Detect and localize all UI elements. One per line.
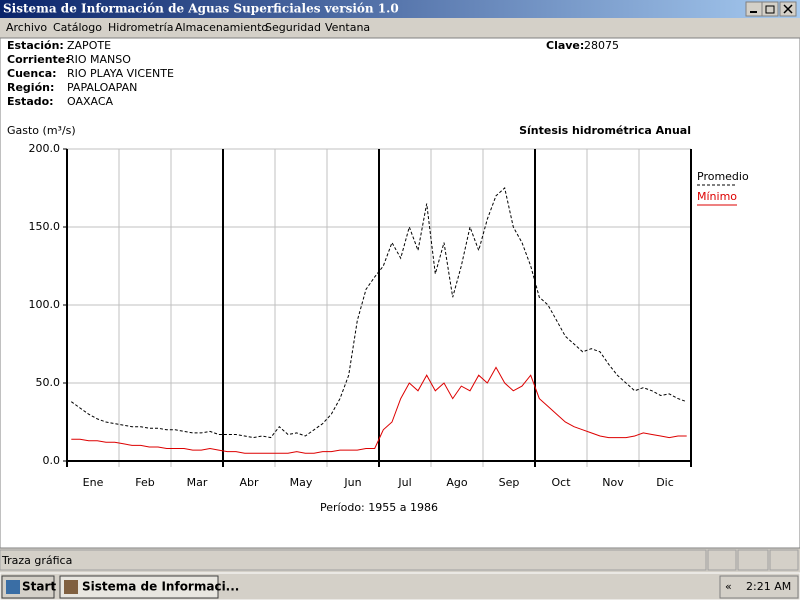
field-value: PAPALOAPAN (67, 81, 137, 94)
y-tick-label: 200.0 (29, 142, 61, 155)
y-axis-label: Gasto (m³/s) (7, 124, 76, 137)
menu-item[interactable]: Archivo (6, 21, 47, 34)
field-label: Cuenca: (7, 67, 57, 80)
x-tick-label: Ago (446, 476, 468, 489)
task-button[interactable] (59, 575, 219, 599)
field-value: OAXACA (67, 95, 114, 108)
menu-item[interactable]: Ventana (325, 21, 370, 34)
x-tick-label: Oct (551, 476, 571, 489)
menu-item[interactable]: Catálogo (53, 21, 102, 34)
series-line (71, 187, 687, 439)
x-tick-label: Feb (135, 476, 154, 489)
x-tick-label: Nov (602, 476, 624, 489)
window-title: Sistema de Información de Aguas Superfic… (3, 2, 399, 16)
clave-value: 28075 (584, 39, 619, 52)
y-tick-label: 50.0 (36, 376, 61, 389)
field-value: RIO MANSO (67, 53, 131, 66)
tray-icon[interactable]: « (725, 580, 732, 593)
clave-label: Clave: (546, 39, 584, 52)
task-label[interactable]: Sistema de Informaci... (82, 580, 239, 594)
period: Período: 1955 a 1986 (320, 501, 438, 514)
x-tick-label: Sep (499, 476, 520, 489)
x-tick-label: May (290, 476, 313, 489)
y-tick-label: 0.0 (43, 454, 61, 467)
x-tick-label: Dic (656, 476, 674, 489)
field-value: RIO PLAYA VICENTE (67, 67, 174, 80)
y-tick-label: 150.0 (29, 220, 61, 233)
clock: 2:21 AM (746, 580, 791, 593)
status-text: Traza gráfica (1, 554, 72, 567)
start-label[interactable]: Start (22, 580, 56, 594)
restore[interactable] (761, 1, 779, 17)
x-tick-label: Jul (397, 476, 411, 489)
field-value: ZAPOTE (67, 39, 111, 52)
minimize[interactable] (745, 1, 763, 17)
legend-label: Promedio (697, 170, 749, 183)
tray (719, 575, 799, 599)
window-buttons[interactable] (745, 1, 797, 17)
field-label: Estación: (7, 39, 64, 52)
x-tick-label: Jun (343, 476, 361, 489)
status-bar (0, 549, 707, 571)
title-bar (0, 0, 800, 18)
menu-item[interactable]: Seguridad (265, 21, 321, 34)
x-tick-label: Mar (187, 476, 208, 489)
y-tick-label: 100.0 (29, 298, 61, 311)
chart-title: Síntesis hidrométrica Anual (519, 124, 691, 137)
menu-item[interactable]: Almacenamiento (175, 21, 268, 34)
x-tick-label: Abr (239, 476, 259, 489)
field-label: Corriente: (7, 53, 70, 66)
menu-item[interactable]: Hidrometría (108, 21, 173, 34)
x-tick-label: Ene (83, 476, 104, 489)
legend-label: Mínimo (697, 190, 737, 203)
series-line (71, 366, 687, 454)
field-label: Región: (7, 81, 54, 94)
field-label: Estado: (7, 95, 54, 108)
content-area (0, 37, 800, 549)
